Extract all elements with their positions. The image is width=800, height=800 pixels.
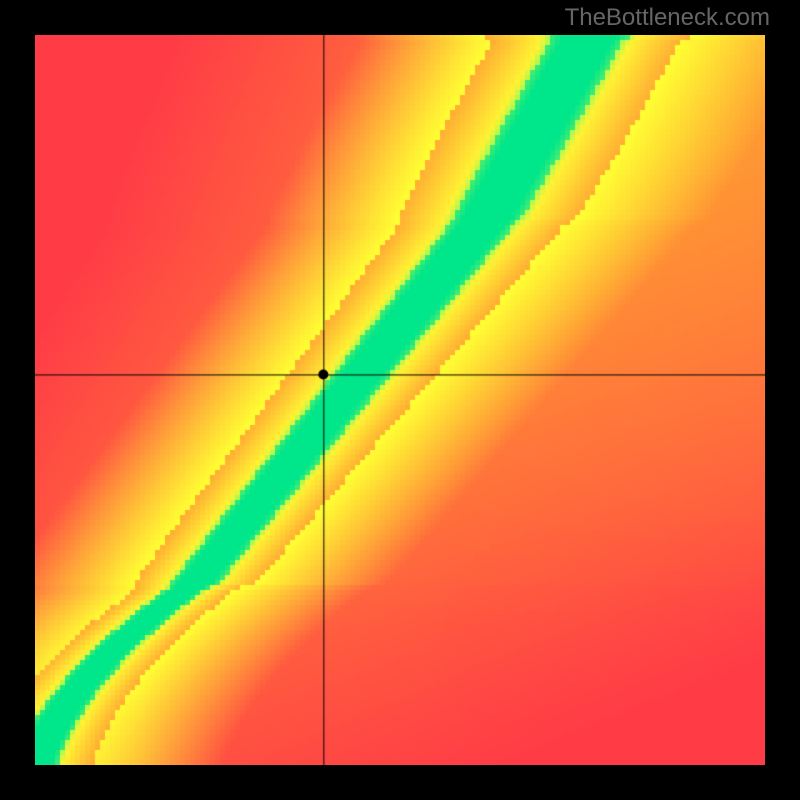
- heatmap-canvas: [35, 35, 765, 765]
- watermark-text: TheBottleneck.com: [565, 4, 770, 32]
- plot-area: [35, 35, 765, 765]
- chart-container: TheBottleneck.com: [0, 0, 800, 800]
